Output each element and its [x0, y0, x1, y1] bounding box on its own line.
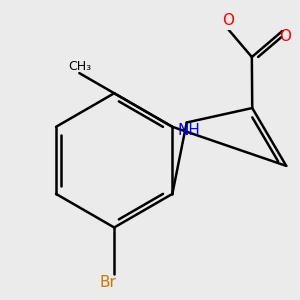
Text: Br: Br — [99, 275, 116, 290]
Text: NH: NH — [178, 123, 201, 138]
Text: CH₃: CH₃ — [68, 60, 91, 73]
Text: O: O — [222, 14, 234, 28]
Text: O: O — [279, 29, 291, 44]
